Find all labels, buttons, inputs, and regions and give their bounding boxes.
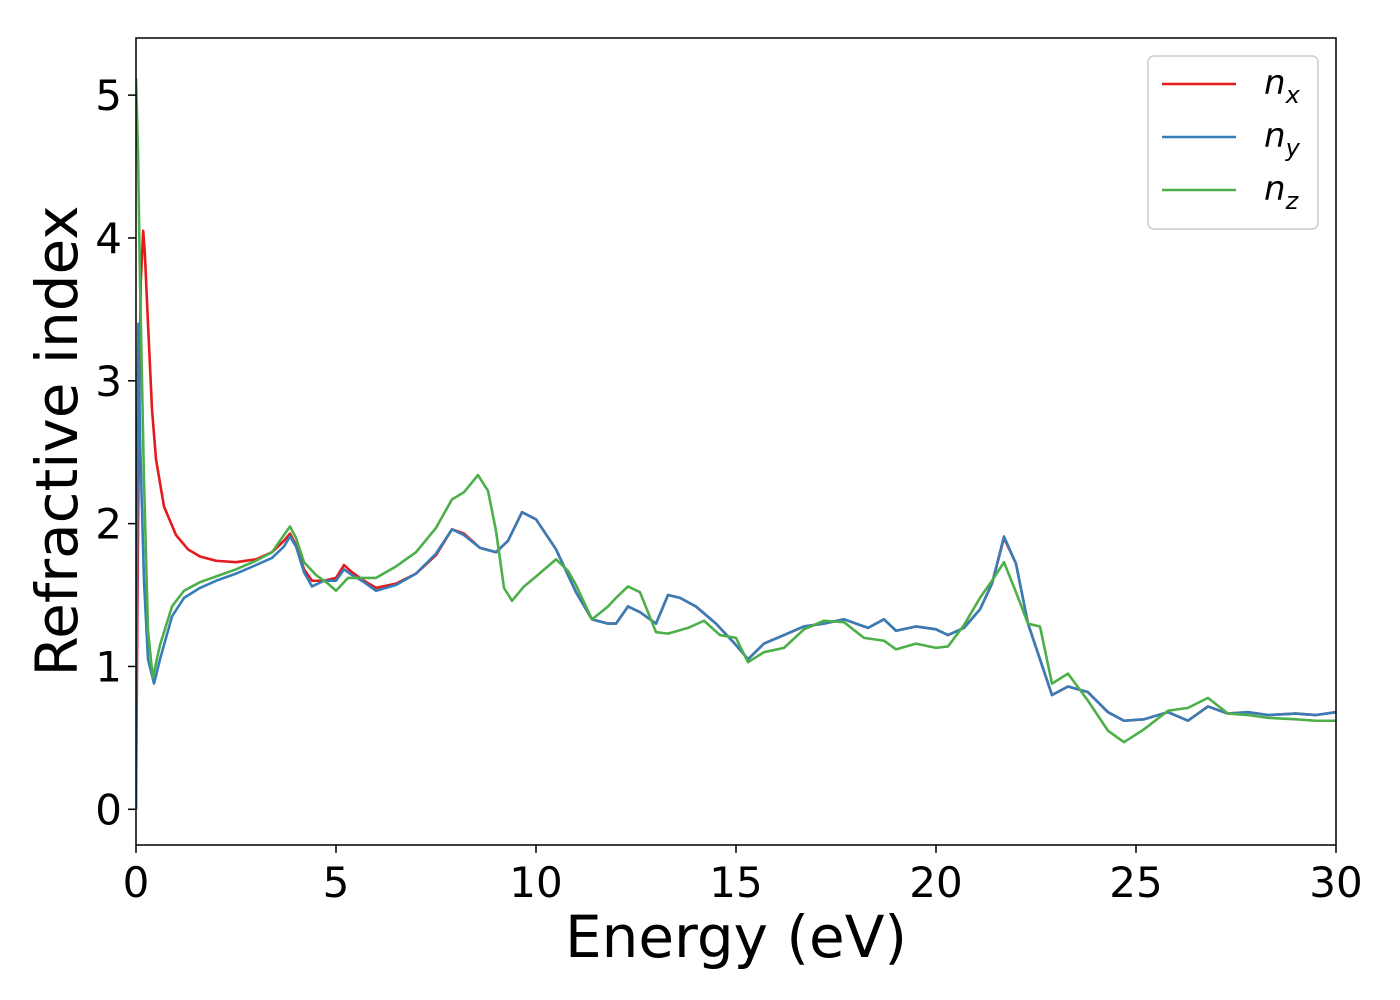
y-tick-label: 0 <box>95 785 122 834</box>
y-axis-title: Refractive index <box>23 205 91 676</box>
x-tick-label: 5 <box>323 858 350 907</box>
y-tick-label: 3 <box>95 357 122 406</box>
x-axis-ticks: 0 5 10 15 20 25 30 <box>123 845 1363 907</box>
y-tick-label: 5 <box>95 71 122 120</box>
series-line-y <box>136 322 1336 810</box>
legend-frame <box>1147 55 1319 230</box>
x-tick-label: 30 <box>1309 858 1362 907</box>
legend: nx ny nz <box>1147 55 1319 230</box>
y-tick-label: 2 <box>95 500 122 549</box>
legend-label-z: nz <box>1264 169 1300 215</box>
legend-label-y: ny <box>1264 116 1301 162</box>
x-tick-label: 0 <box>123 858 150 907</box>
y-tick-label: 4 <box>95 214 122 263</box>
legend-label-x: nx <box>1264 63 1301 109</box>
x-tick-label: 20 <box>909 858 962 907</box>
x-tick-label: 25 <box>1109 858 1162 907</box>
series-line-x <box>136 229 1336 810</box>
series-layer <box>136 77 1336 810</box>
x-tick-label: 15 <box>709 858 762 907</box>
y-axis-ticks: 0 1 2 3 4 5 <box>95 71 136 834</box>
y-tick-label: 1 <box>95 642 122 691</box>
series-line-z <box>136 77 1336 744</box>
x-tick-label: 10 <box>509 858 562 907</box>
x-axis-title: Energy (eV) <box>565 903 907 971</box>
